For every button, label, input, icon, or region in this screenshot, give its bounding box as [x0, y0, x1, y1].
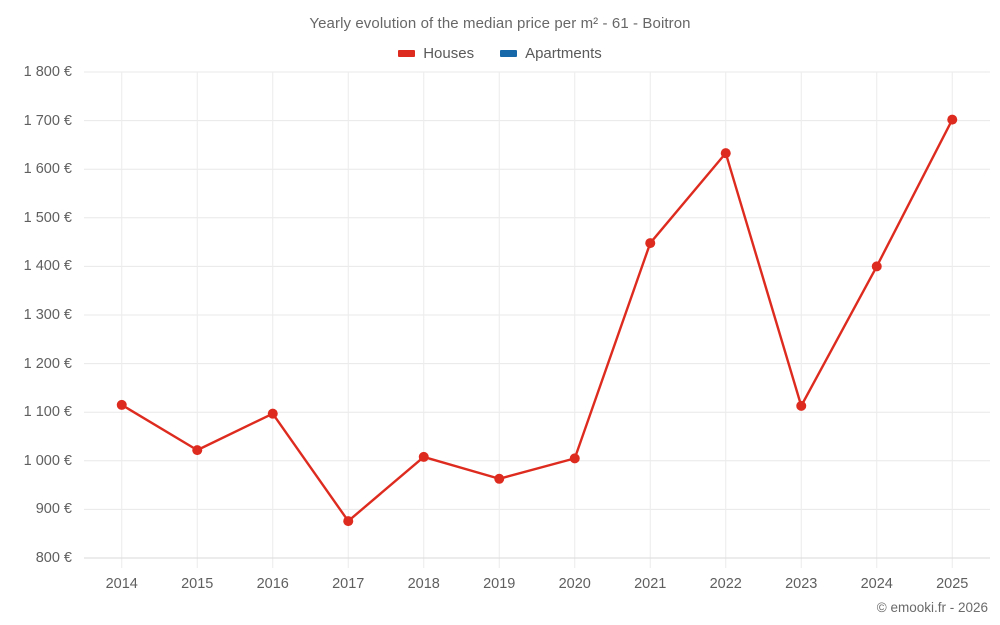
x-axis-tick-label: 2016 [256, 576, 289, 592]
data-point-houses-2025[interactable] [947, 114, 958, 125]
legend-swatch-houses [398, 50, 416, 57]
x-axis-tick-label: 2019 [483, 576, 516, 592]
series-markers [116, 114, 958, 527]
legend-swatch-apartments [500, 50, 518, 57]
y-axis-tick-label: 1 400 € [23, 258, 72, 275]
data-point-houses-2017[interactable] [343, 516, 354, 527]
y-axis-tick-label: 1 300 € [23, 307, 72, 323]
x-axis-tick-label: 2025 [936, 576, 969, 592]
data-point-houses-2020[interactable] [569, 453, 580, 464]
legend-item-apartments[interactable]: Apartments [500, 45, 602, 62]
data-point-houses-2014[interactable] [116, 399, 127, 410]
data-point-houses-2022[interactable] [720, 148, 731, 159]
y-axis-tick-label: 1 000 € [23, 452, 72, 469]
data-point-houses-2021[interactable] [645, 238, 656, 249]
y-axis-tick-label: 1 500 € [23, 209, 72, 226]
data-point-houses-2019[interactable] [494, 473, 505, 484]
x-axis-tick-label: 2021 [634, 576, 667, 592]
data-point-houses-2018[interactable] [418, 451, 429, 462]
x-axis-tick-label: 2022 [709, 576, 742, 592]
y-axis-tick-label: 900 € [35, 501, 72, 518]
x-axis-tick-label: 2015 [181, 576, 214, 592]
data-point-houses-2024[interactable] [871, 261, 882, 272]
grid-lines [84, 71, 990, 568]
y-axis-tick-label: 1 600 € [23, 161, 72, 178]
x-axis-tick-label: 2018 [407, 576, 440, 592]
x-axis-tick-label: 2020 [558, 576, 591, 592]
chart-legend: Houses Apartments [0, 45, 1000, 62]
y-axis-tick-label: 1 800 € [23, 64, 72, 80]
legend-item-houses[interactable]: Houses [398, 45, 474, 62]
y-axis-tick-label: 800 € [35, 550, 72, 566]
x-axis-tick-label: 2024 [860, 576, 893, 592]
data-point-houses-2023[interactable] [796, 400, 807, 411]
y-axis-tick-label: 1 700 € [23, 112, 72, 129]
data-point-houses-2015[interactable] [192, 445, 203, 456]
data-point-houses-2016[interactable] [267, 408, 278, 419]
legend-label-houses: Houses [423, 45, 475, 62]
y-axis-tick-label: 1 100 € [23, 404, 72, 421]
chart-title: Yearly evolution of the median price per… [309, 15, 691, 32]
y-axis-tick-label: 1 200 € [23, 355, 72, 372]
x-axis-tick-label: 2023 [785, 576, 818, 592]
footer-credit: © emooki.fr - 2026 [876, 600, 988, 615]
series-line-houses [120, 118, 954, 523]
x-axis-tick-label: 2017 [332, 576, 365, 592]
legend-label-apartments: Apartments [525, 45, 602, 62]
series-lines [120, 118, 954, 523]
x-axis-tick-label: 2014 [105, 576, 138, 592]
